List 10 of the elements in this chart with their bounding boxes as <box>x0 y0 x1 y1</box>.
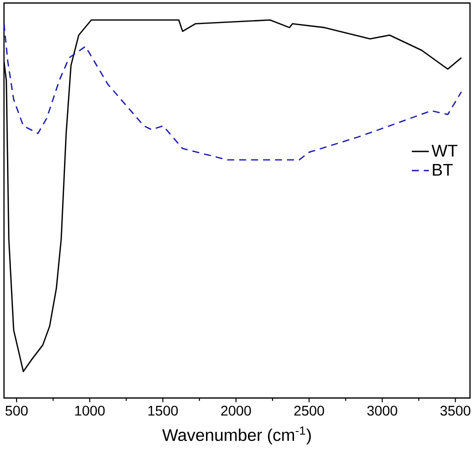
x-tick-label: 3500 <box>440 406 470 416</box>
x-tick-label: 1000 <box>75 406 105 416</box>
legend-label: WT <box>432 144 458 157</box>
x-tick-label: 1500 <box>148 406 178 416</box>
x-tick-label: 2500 <box>294 406 324 416</box>
x-tick-label: 500 <box>6 406 28 416</box>
legend-label: BT <box>432 164 453 176</box>
x-tick-label: 3000 <box>367 406 398 416</box>
x-tick-label: 2000 <box>221 406 251 416</box>
x-axis-title: Wavenumber (cm$^{-1}$) <box>162 426 311 444</box>
